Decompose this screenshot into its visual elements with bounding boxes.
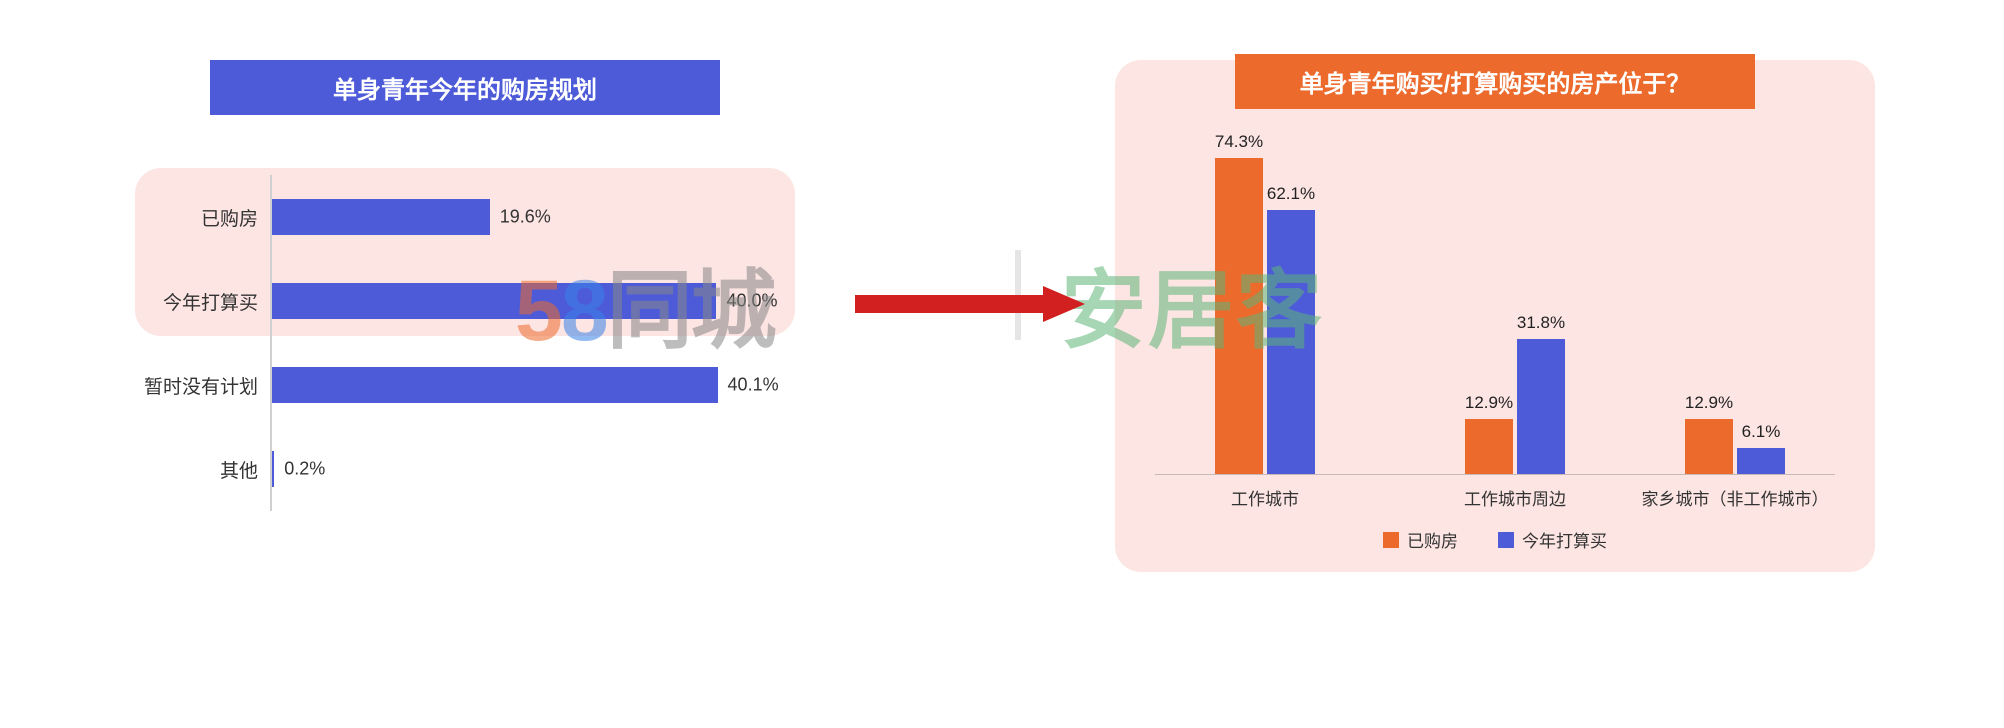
legend-swatch [1383, 532, 1399, 548]
vbar: 12.9% [1465, 419, 1513, 474]
hbar-fill [272, 367, 718, 403]
left-chart-title: 单身青年今年的购房规划 [210, 60, 720, 115]
right-chart-title: 单身青年购买/打算购买的房产位于？ [1235, 54, 1755, 109]
watermark-8: 8 [561, 263, 607, 359]
vbar-group: 12.9%6.1% [1685, 419, 1785, 474]
hbar-label: 今年打算买 [135, 288, 270, 315]
hbar-track: 40.1% [272, 367, 795, 403]
watermark-5: 5 [515, 263, 561, 359]
vbar-xlabel: 工作城市周边 [1464, 485, 1566, 510]
arrow-head-icon [1043, 286, 1085, 322]
watermark-anjuke: 安居客 [1060, 240, 1324, 365]
legend: 已购房 今年打算买 [1155, 527, 1835, 552]
arrow [855, 286, 1085, 322]
hbar-track: 19.6% [272, 199, 795, 235]
watermark-58tongcheng: 58同城 [515, 240, 775, 365]
hbar-fill [272, 199, 490, 235]
arrow-shaft [855, 295, 1045, 313]
hbar-value: 0.2% [284, 459, 325, 480]
legend-item: 已购房 [1383, 527, 1458, 552]
vbar-value: 62.1% [1267, 184, 1315, 204]
chart-container: 单身青年今年的购房规划 已购房19.6%今年打算买40.0%暂时没有计划40.1… [0, 0, 2004, 728]
hbar-value: 40.1% [728, 375, 779, 396]
vbar: 12.9% [1685, 419, 1733, 474]
hbar-label: 已购房 [135, 204, 270, 231]
vbar-value: 12.9% [1465, 393, 1513, 413]
vbar-xlabels: 工作城市 工作城市周边 家乡城市（非工作城市） [1155, 485, 1835, 515]
vbar-xlabel: 工作城市 [1231, 485, 1299, 510]
vbar-group: 12.9%31.8% [1465, 339, 1565, 474]
vbar: 31.8% [1517, 339, 1565, 474]
watermark-tongcheng: 同城 [607, 263, 775, 359]
vbar-xlabel: 家乡城市（非工作城市） [1642, 485, 1829, 510]
hbar-track: 0.2% [272, 451, 795, 487]
hbar-row: 其他 0.2% [135, 427, 795, 511]
legend-label: 今年打算买 [1522, 527, 1607, 552]
vbar-value: 12.9% [1685, 393, 1733, 413]
hbar-label: 其他 [135, 456, 270, 483]
vbar-value: 6.1% [1742, 422, 1781, 442]
legend-label: 已购房 [1407, 527, 1458, 552]
hbar-label: 暂时没有计划 [135, 372, 270, 399]
hbar-value: 19.6% [500, 207, 551, 228]
vbar-value: 74.3% [1215, 132, 1263, 152]
vbar: 6.1% [1737, 448, 1785, 474]
vbar-value: 31.8% [1517, 313, 1565, 333]
hbar-fill [272, 451, 274, 487]
legend-item: 今年打算买 [1498, 527, 1607, 552]
legend-swatch [1498, 532, 1514, 548]
